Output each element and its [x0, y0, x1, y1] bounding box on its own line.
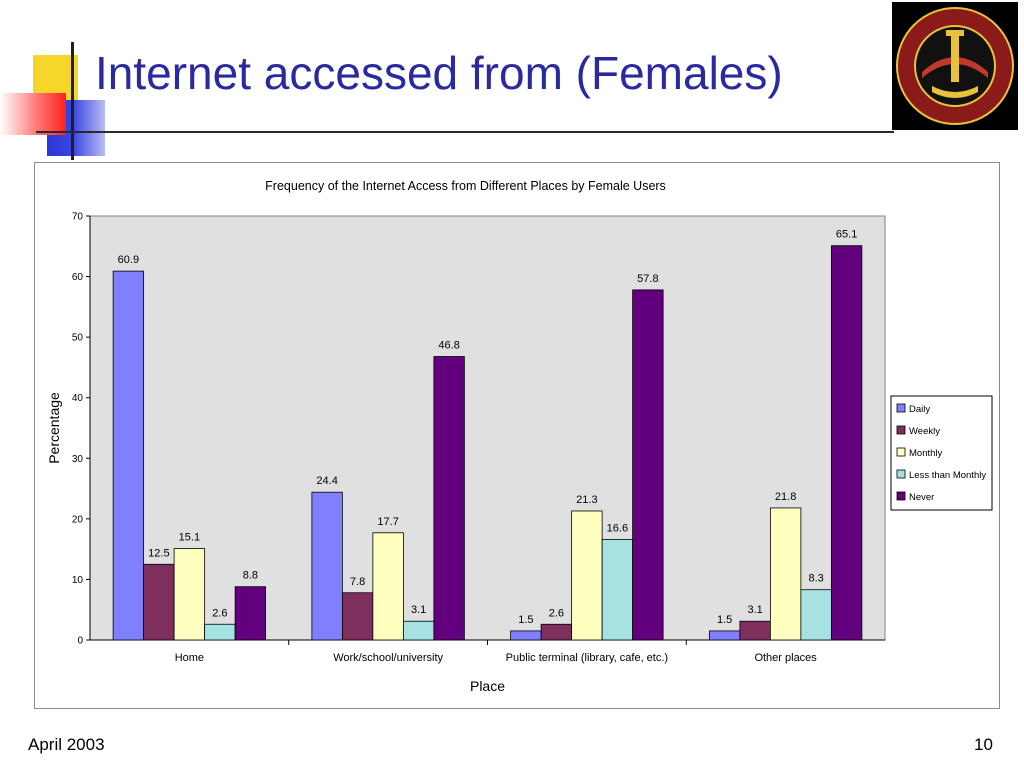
legend-label: Monthly	[909, 448, 943, 459]
bar-weekly	[739, 620, 771, 641]
bar-never	[234, 586, 267, 641]
bar-never	[830, 245, 863, 641]
data-label: 1.5	[518, 614, 533, 626]
chart-frame: Frequency of the Internet Access from Di…	[34, 162, 1000, 709]
category-label: Work/school/university	[333, 652, 443, 664]
y-tick-label: 50	[72, 333, 84, 344]
bar-monthly	[571, 510, 603, 641]
y-tick-label: 0	[77, 636, 83, 647]
bar-less-than-monthly	[402, 620, 435, 641]
bar-weekly	[341, 592, 374, 641]
y-axis-label: Percentage	[46, 392, 62, 464]
slide-title: Internet accessed from (Females)	[95, 47, 783, 99]
category-label: Other places	[754, 652, 817, 664]
data-label: 24.4	[316, 475, 337, 487]
y-tick-label: 20	[72, 514, 84, 525]
category-label: Home	[175, 652, 204, 664]
y-tick-label: 60	[72, 272, 84, 283]
data-label: 1.5	[717, 614, 732, 626]
bar-chart: Frequency of the Internet Access from Di…	[46, 179, 993, 694]
y-tick-label: 10	[72, 575, 84, 586]
data-label: 21.3	[576, 494, 597, 506]
category-label: Public terminal (library, cafe, etc.)	[506, 652, 668, 664]
title-underline	[36, 131, 894, 133]
bar-never	[632, 289, 664, 641]
data-label: 8.8	[243, 570, 258, 582]
y-tick-label: 40	[72, 393, 84, 404]
bar-less-than-monthly	[601, 539, 634, 641]
decor-red-bar	[0, 93, 66, 135]
bar-daily	[311, 491, 343, 641]
legend-label: Less than Monthly	[909, 470, 986, 481]
decor-yellow-square	[33, 55, 78, 100]
legend-label: Never	[909, 492, 934, 503]
data-label: 16.6	[607, 522, 628, 534]
bar-daily	[708, 630, 741, 641]
data-label: 15.1	[179, 532, 200, 544]
bar-less-than-monthly	[204, 623, 236, 641]
legend-swatch	[896, 447, 906, 457]
legend-swatch	[896, 403, 906, 413]
data-label: 8.3	[808, 573, 823, 585]
data-label: 57.8	[637, 273, 658, 285]
bar-monthly	[372, 532, 404, 641]
data-label: 17.7	[377, 516, 398, 528]
legend-swatch	[896, 491, 906, 501]
data-label: 7.8	[350, 576, 365, 588]
decor-vertical-line	[71, 42, 74, 160]
y-tick-label: 30	[72, 454, 84, 465]
data-label: 21.8	[775, 491, 796, 503]
plot-area	[89, 215, 886, 641]
legend-label: Weekly	[909, 426, 940, 437]
data-label: 3.1	[411, 604, 426, 616]
bar-never	[433, 356, 465, 641]
data-label: 46.8	[438, 340, 459, 352]
bar-daily	[112, 270, 145, 641]
university-seal-icon	[892, 2, 1018, 130]
legend-swatch	[896, 425, 906, 435]
data-label: 60.9	[118, 254, 139, 266]
bar-daily	[510, 630, 542, 641]
data-label: 65.1	[836, 229, 857, 241]
data-label: 2.6	[549, 607, 564, 619]
legend	[890, 395, 993, 511]
legend-label: Daily	[909, 404, 930, 415]
x-axis-label: Place	[470, 678, 505, 694]
legend-swatch	[896, 469, 906, 479]
footer-date: April 2003	[28, 735, 105, 754]
data-label: 12.5	[148, 547, 169, 559]
bar-less-than-monthly	[800, 589, 832, 641]
bar-monthly	[173, 548, 206, 641]
data-label: 3.1	[747, 604, 762, 616]
bar-monthly	[769, 507, 802, 641]
y-tick-label: 70	[72, 212, 84, 223]
bar-weekly	[143, 563, 175, 641]
page-number: 10	[974, 735, 993, 754]
data-label: 2.6	[212, 607, 227, 619]
chart-title: Frequency of the Internet Access from Di…	[265, 179, 666, 193]
bar-weekly	[540, 623, 573, 641]
